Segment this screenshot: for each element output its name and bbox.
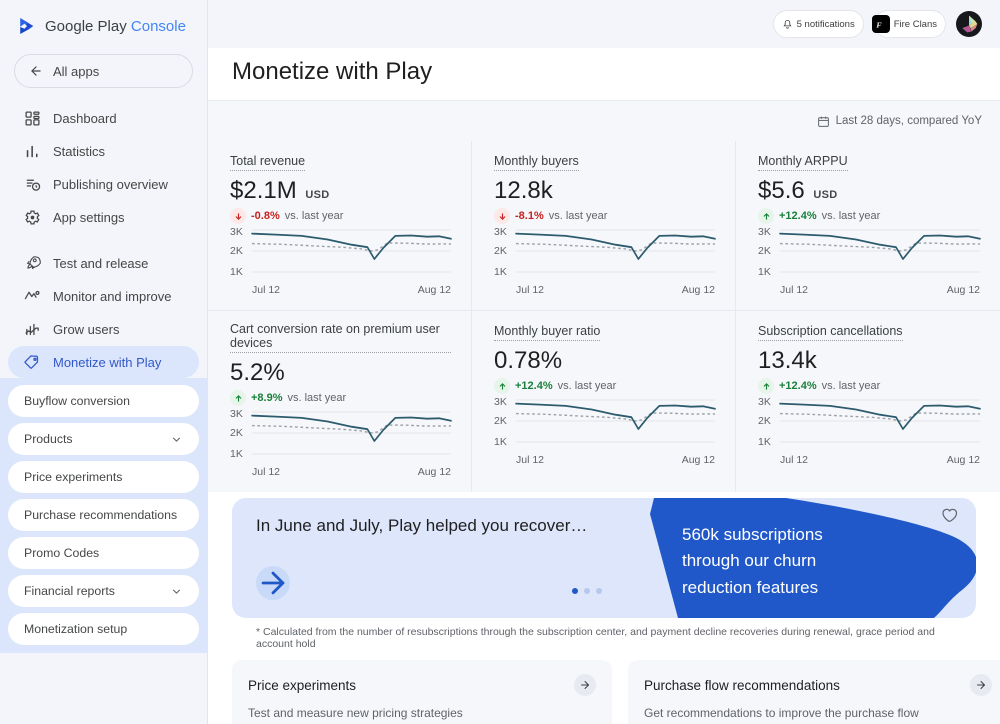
svg-text:F: F: [877, 20, 883, 29]
